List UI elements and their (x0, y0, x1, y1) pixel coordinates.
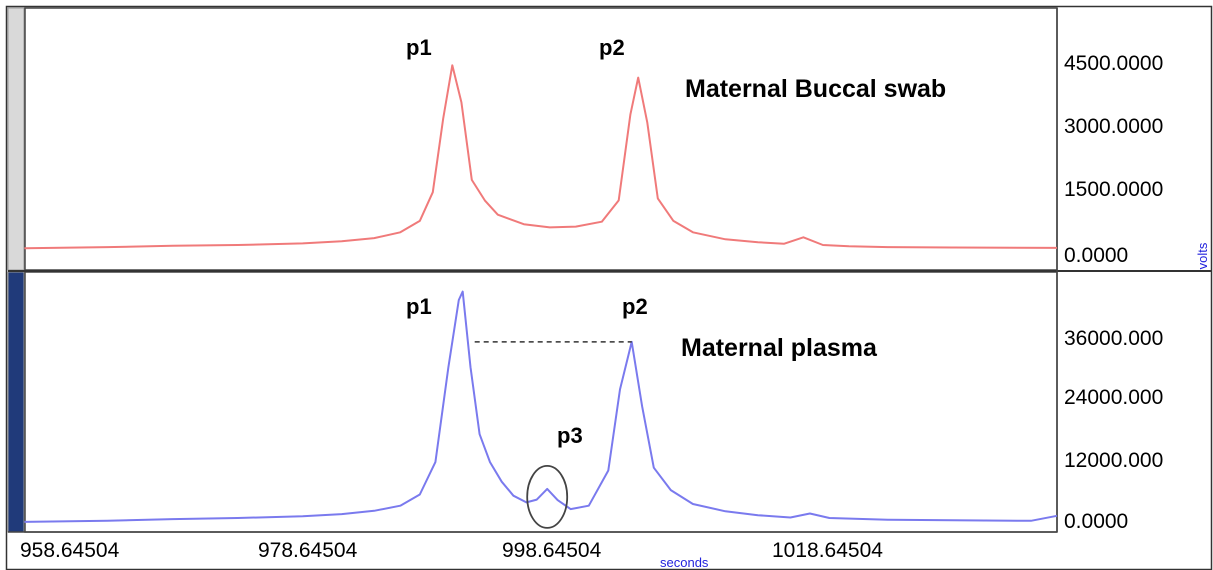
x-tick-label: 978.64504 (258, 539, 358, 562)
y-tick-label: 36000.000 (1064, 327, 1163, 350)
bottom-plot-area (24, 271, 1058, 533)
peak-label-top-p2: p2 (599, 35, 625, 60)
peak-label-bottom-p2: p2 (622, 294, 648, 319)
x-tick-label: 958.64504 (20, 539, 120, 562)
y-tick-label: 1500.0000 (1064, 178, 1163, 201)
bottom-panel-side-strip (7, 271, 25, 533)
bottom-panel-title: Maternal plasma (681, 334, 878, 362)
p3-circle-annotation (526, 464, 569, 529)
peak-label-top-p1: p1 (406, 35, 432, 60)
top-plot-area (24, 7, 1058, 271)
y-tick-label: 12000.000 (1064, 449, 1163, 472)
x-tick-label: 1018.64504 (772, 539, 883, 562)
y-axis-unit-label: volts (1195, 242, 1210, 269)
x-tick-label: 998.64504 (502, 539, 602, 562)
peak-label-bottom-p3: p3 (557, 423, 583, 448)
top-panel-title: Maternal Buccal swab (685, 75, 946, 103)
y-tick-label: 24000.000 (1064, 386, 1163, 409)
top-panel-side-strip (7, 7, 25, 271)
y-tick-label: 0.0000 (1064, 244, 1128, 267)
x-axis-unit-label: seconds (660, 555, 709, 570)
peak-label-bottom-p1: p1 (406, 294, 432, 319)
series-buccal-swab-line (24, 64, 1058, 250)
series-maternal-plasma-line (24, 290, 1058, 523)
y-tick-label: 4500.0000 (1064, 52, 1163, 75)
y-tick-label: 3000.0000 (1064, 115, 1163, 138)
y-tick-label: 0.0000 (1064, 510, 1128, 533)
